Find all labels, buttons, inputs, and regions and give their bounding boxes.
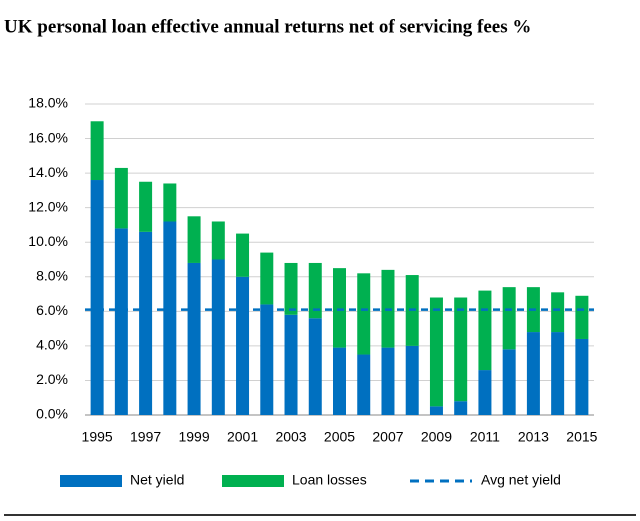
bar-segment [429, 406, 443, 415]
bar-segment [308, 262, 322, 319]
x-tick-label: 2015 [566, 429, 597, 445]
bar-segment [381, 347, 395, 415]
legend-label: Net yield [130, 472, 184, 488]
x-tick-label: 2003 [275, 429, 306, 445]
bar-segment [139, 231, 153, 415]
bar-segment [211, 259, 225, 415]
bar-segment [478, 290, 492, 371]
y-tick-label: 8.0% [36, 267, 68, 283]
bar-segment [163, 221, 177, 415]
bar-segment [575, 295, 589, 339]
x-tick-label: 2005 [324, 429, 355, 445]
bar-segment [236, 276, 250, 415]
bar-segment [357, 273, 371, 355]
legend-label: Loan losses [292, 472, 367, 488]
bar-segment [333, 347, 346, 415]
x-tick-label: 1997 [130, 429, 161, 445]
bar-segment [284, 314, 298, 415]
bar-segment [308, 318, 322, 415]
bar-segment [139, 181, 153, 232]
y-tick-label: 18.0% [28, 95, 68, 111]
bar-segment [187, 216, 201, 263]
x-tick-label: 2007 [372, 429, 403, 445]
bar-segment [454, 401, 468, 415]
y-tick-label: 12.0% [28, 198, 68, 214]
bar-segment [260, 252, 274, 305]
bar-segment [187, 262, 201, 415]
y-tick-label: 10.0% [28, 233, 68, 249]
bar-segment [551, 292, 565, 333]
bar-segment [357, 354, 371, 415]
legend-label: Avg net yield [481, 472, 561, 488]
bar-segment [551, 332, 565, 415]
x-tick-label: 1999 [178, 429, 209, 445]
bar-segment [333, 268, 346, 348]
x-tick-label: 2013 [518, 429, 549, 445]
x-tick-label: 1995 [82, 429, 113, 445]
bar-segment [575, 338, 589, 415]
bar-segment [502, 349, 516, 415]
bar-segment [90, 121, 104, 181]
y-tick-label: 14.0% [28, 164, 68, 180]
bar-segment [163, 183, 177, 222]
bar-segment [114, 167, 128, 229]
bar-segment [502, 287, 516, 350]
bar-segment [90, 180, 104, 415]
bar-segment [236, 233, 250, 277]
y-tick-label: 2.0% [36, 371, 68, 387]
bar-segment [284, 262, 298, 315]
legend-swatch [222, 475, 284, 487]
bar-segment [429, 297, 443, 407]
x-tick-label: 2001 [227, 429, 258, 445]
bar-segment [478, 370, 492, 415]
y-tick-label: 16.0% [28, 129, 68, 145]
bar-segment [405, 345, 419, 415]
x-tick-label: 2011 [470, 429, 500, 445]
y-tick-label: 4.0% [36, 337, 68, 353]
bar-segment [526, 332, 540, 415]
chart-title: UK personal loan effective annual return… [4, 16, 531, 37]
bar-segment [260, 304, 274, 415]
bar-segment [454, 297, 468, 402]
bar-segment [211, 221, 225, 260]
y-tick-label: 6.0% [36, 302, 68, 318]
legend-swatch [60, 475, 122, 487]
x-tick-label: 2009 [421, 429, 452, 445]
bar-segment [114, 228, 128, 415]
y-tick-label: 0.0% [36, 406, 68, 422]
